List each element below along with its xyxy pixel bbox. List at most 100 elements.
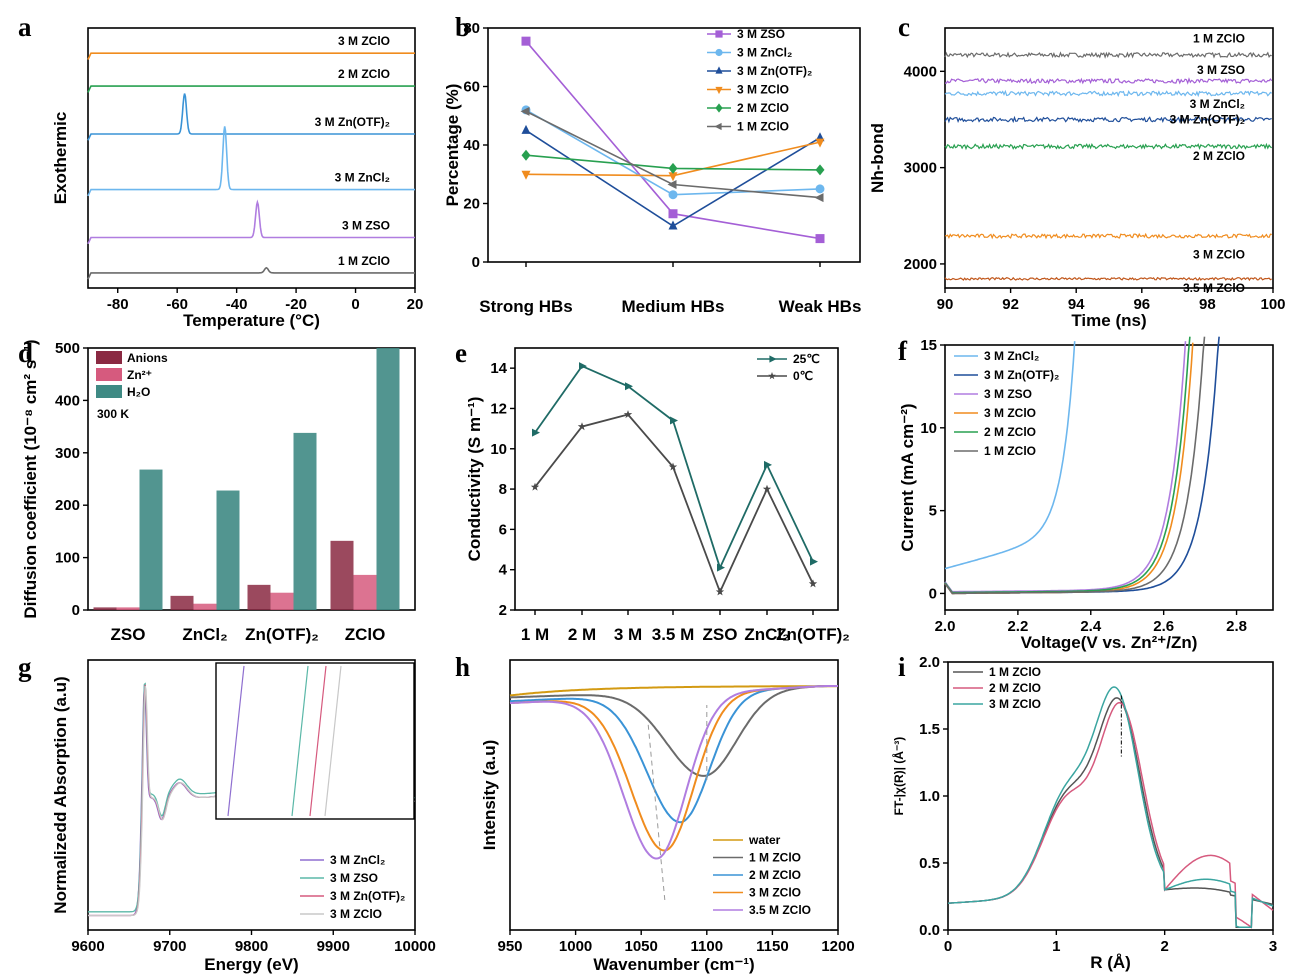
y-tick-label: 2.0: [919, 654, 940, 671]
panel-b: 0 20 40 60 80 Strong HBs Medium HBs Weak HBs Per…: [443, 20, 861, 316]
y-tick-label: 2: [499, 602, 507, 619]
data-point: [668, 209, 678, 219]
series-label: 3 M Zn(OTF)₂: [315, 115, 390, 129]
series-label: 2 M ZClO: [1193, 149, 1245, 163]
data-point: [715, 66, 723, 74]
legend-label: Anions: [127, 351, 168, 365]
legend-label: 3 M Zn(OTF)₂: [737, 64, 812, 78]
x-tick-label: 9900: [317, 938, 350, 955]
bar: [170, 595, 194, 610]
y-tick-label: 0: [472, 254, 480, 271]
series-line: [944, 232, 1272, 240]
series-line: [944, 336, 1206, 595]
legend-label: water: [748, 833, 781, 847]
x-tick-label: 2.4: [1080, 618, 1102, 635]
bar: [293, 432, 317, 610]
series-label: 2 M ZClO: [338, 67, 390, 81]
data-point: [717, 563, 725, 572]
data-point: [670, 416, 678, 425]
series-label: 3 M ZSO: [1197, 63, 1245, 77]
x-tick-label: 1: [1052, 938, 1060, 955]
y-axis-title: Normalizedd Absorption (a.u): [51, 676, 70, 913]
panel-label-a: a: [18, 12, 32, 42]
series-label: 3 M ZnCl₂: [335, 171, 390, 185]
x-tick-label: 2.8: [1226, 618, 1247, 635]
panel-label-g: g: [18, 652, 32, 682]
data-point: [815, 138, 825, 148]
legend-swatch: [96, 368, 122, 381]
x-tick-label: 100: [1260, 296, 1285, 313]
x-tick-label: -40: [226, 296, 248, 313]
x-tick-label: 90: [937, 296, 954, 313]
x-tick-label: 92: [1002, 296, 1019, 313]
legend-label: 2 M ZClO: [989, 681, 1041, 695]
data-point: [808, 579, 818, 588]
legend-label: 1 M ZClO: [737, 120, 789, 134]
x-tick-label: 1200: [821, 938, 854, 955]
y-axis-title: Nh-bond: [868, 123, 887, 193]
panel-f: 2.0 2.2 2.4 2.6 2.8 0 5 10 15 Voltage(V vs. Zn²⁺/…: [898, 336, 1274, 652]
series-line: [510, 685, 838, 777]
legend-label: 3 M Zn(OTF)₂: [984, 368, 1059, 382]
x-tick-label: 9700: [153, 938, 186, 955]
data-point: [762, 484, 772, 493]
series-line: [509, 685, 838, 860]
x-tick-label: 2.2: [1007, 618, 1028, 635]
inset-line: [291, 665, 309, 817]
x-tick-label: 96: [1133, 296, 1150, 313]
legend-label: 2 M ZClO: [984, 425, 1036, 439]
x-tick-label: 2.6: [1153, 618, 1174, 635]
bar: [193, 603, 217, 610]
category-label: Weak HBs: [779, 297, 862, 316]
data-point: [532, 428, 540, 437]
data-point: [667, 179, 677, 189]
y-tick-label: 10: [920, 420, 937, 437]
category-label: 3.5 M: [652, 625, 695, 644]
x-tick-label: 1050: [625, 938, 658, 955]
data-point: [521, 36, 531, 46]
x-tick-label: 0: [944, 938, 952, 955]
y-axis-title: Intensity (a.u): [480, 740, 499, 851]
legend-label: Zn²⁺: [127, 368, 152, 382]
category-label: ZClO: [345, 625, 386, 644]
category-label: 1 M: [521, 625, 549, 644]
legend-label: 3.5 M ZClO: [749, 903, 811, 917]
x-tick-label: 1100: [691, 938, 724, 955]
data-point: [577, 422, 587, 431]
legend-swatch: [96, 385, 122, 398]
category-label: ZSO: [111, 625, 146, 644]
panel-i: 0 1 2 3 0.0 0.5 1.0 1.5 2.0 R (Å) FT-|χ(R)| (Å⁻³) 1…: [891, 654, 1277, 972]
y-tick-label: 20: [463, 196, 480, 213]
series-line: [509, 685, 838, 852]
series-label: 3 M ZnCl₂: [1190, 97, 1245, 111]
panel-label-i: i: [898, 652, 906, 682]
y-tick-label: 5: [929, 503, 937, 520]
data-point: [623, 410, 633, 419]
inset-line: [227, 665, 245, 817]
legend-label: 1 M ZClO: [989, 665, 1041, 679]
y-axis-title: Conductivity (S m⁻¹): [465, 397, 484, 562]
series-label: 3 M ZSO: [342, 219, 390, 233]
y-tick-label: 15: [920, 337, 937, 354]
panel-label-h: h: [455, 652, 470, 682]
legend-label: 3 M ZSO: [737, 27, 785, 41]
category-label: Zn(OTF)₂: [245, 625, 319, 644]
series-line: [944, 342, 1194, 595]
series-line: [944, 336, 1191, 594]
legend-label: 1 M ZClO: [749, 851, 801, 865]
category-label: Medium HBs: [622, 297, 725, 316]
series-line: [87, 199, 415, 245]
y-tick-label: 200: [55, 497, 80, 514]
y-tick-label: 2000: [904, 256, 937, 273]
y-tick-label: 8: [499, 481, 507, 498]
bar: [216, 490, 240, 610]
x-tick-label: 9600: [71, 938, 104, 955]
guide-line: [647, 719, 666, 901]
panel-a: 3 M ZClO 2 M ZClO 3 M Zn(OTF)₂ 3 M ZnCl₂ 3 M…: [51, 27, 423, 330]
x-axis-title: R (Å): [1090, 953, 1131, 972]
series-line: [87, 52, 415, 60]
data-point: [668, 162, 678, 174]
data-point: [768, 372, 776, 380]
y-axis-title: Diffusion coefficient (10⁻⁸ cm² s⁻¹): [21, 339, 40, 618]
